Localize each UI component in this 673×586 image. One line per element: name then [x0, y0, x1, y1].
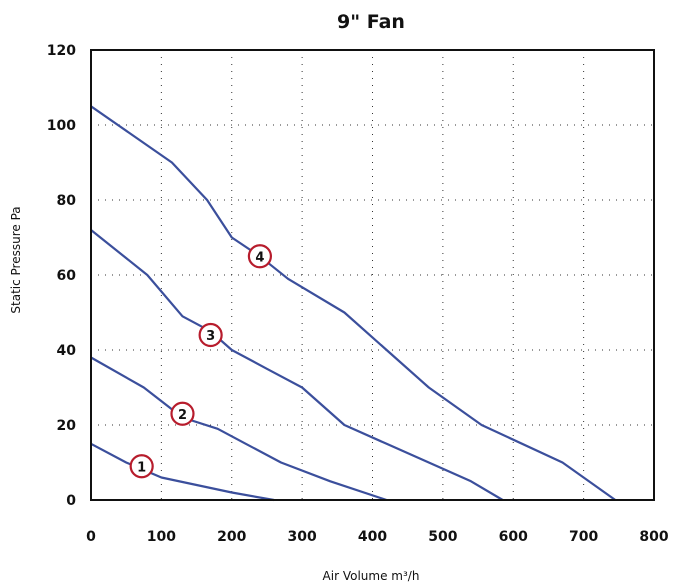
series-marker-label: 2 — [178, 408, 187, 423]
series-group — [90, 105, 616, 502]
x-tick-labels: 0 100 200 300 400 500 600 700 800 — [86, 529, 669, 545]
chart-title: 9" Fan — [337, 11, 405, 33]
x-tick-label: 700 — [569, 529, 598, 545]
x-tick-label: 200 — [217, 529, 246, 545]
y-tick-label: 20 — [57, 418, 77, 434]
series-markers: 1 2 3 4 — [129, 244, 272, 479]
x-tick-label: 300 — [288, 529, 317, 545]
y-tick-label: 0 — [66, 493, 76, 509]
series-marker-label: 3 — [206, 329, 215, 344]
y-tick-label: 100 — [47, 118, 76, 134]
series-marker-1 — [129, 454, 154, 479]
x-tick-label: 500 — [428, 529, 457, 545]
x-axis-label: Air Volume m³/h — [323, 569, 420, 583]
series-marker-2 — [170, 401, 195, 426]
plot-area — [90, 49, 655, 501]
y-tick-labels: 0 20 40 60 80 100 120 — [47, 43, 76, 509]
x-tick-label: 800 — [639, 529, 668, 545]
series-line-1 — [90, 442, 275, 502]
series-line-4 — [90, 105, 616, 501]
y-tick-label: 120 — [47, 43, 76, 59]
x-tick-label: 0 — [86, 529, 96, 545]
x-tick-label: 100 — [147, 529, 176, 545]
x-tick-label: 600 — [499, 529, 528, 545]
y-tick-label: 40 — [57, 343, 77, 359]
y-tick-label: 60 — [57, 268, 77, 284]
series-line-2 — [90, 356, 387, 502]
y-tick-label: 80 — [57, 193, 77, 209]
x-tick-label: 400 — [358, 529, 387, 545]
series-marker-3 — [198, 322, 223, 348]
grid — [91, 50, 654, 500]
series-line-3 — [90, 229, 504, 501]
y-axis-label: Static Pressure Pa — [9, 206, 23, 313]
series-marker-4 — [247, 244, 272, 269]
series-marker-label: 1 — [137, 460, 146, 475]
series-marker-label: 4 — [255, 250, 264, 265]
